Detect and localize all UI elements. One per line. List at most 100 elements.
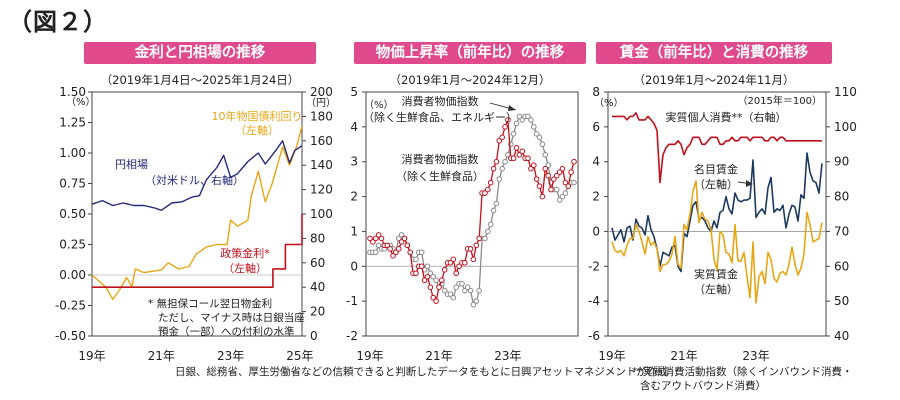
y-left-tick-label: -0.25 xyxy=(55,299,86,313)
series-point xyxy=(536,134,543,141)
y-tick-label: 3 xyxy=(350,155,358,169)
series-point xyxy=(398,239,405,245)
series-point xyxy=(525,113,531,120)
y-unit: （%） xyxy=(364,99,394,111)
series-point xyxy=(499,134,505,141)
series-point xyxy=(571,179,577,186)
series-point xyxy=(372,249,379,256)
series-point xyxy=(519,148,526,155)
series-line-2 xyxy=(611,180,823,304)
series-point xyxy=(536,183,543,189)
y-left-tick-label: 4 xyxy=(592,155,600,169)
y-left-unit: （%） xyxy=(66,96,96,108)
x-tick-label: 19年 xyxy=(598,349,625,363)
series-point xyxy=(367,235,373,242)
annotation-arrowhead xyxy=(508,105,516,111)
series-line-1 xyxy=(611,152,823,273)
y-right-tick-label: 180 xyxy=(310,109,333,123)
y-tick-label: 4 xyxy=(350,120,358,134)
series-point xyxy=(513,144,520,151)
y-left-tick-label: -4 xyxy=(588,294,600,308)
figure-title: （図２） xyxy=(8,8,108,36)
series-point xyxy=(476,287,482,294)
series-point xyxy=(562,179,569,186)
series-line-1 xyxy=(91,140,303,212)
y-right-tick-label: 40 xyxy=(834,329,849,343)
series-label: 実質賃金 xyxy=(694,267,738,281)
series-point xyxy=(571,158,577,165)
series-point xyxy=(436,284,442,291)
chart1-footnote: 預金（一部）への付利の水準 xyxy=(158,325,295,338)
series-point xyxy=(551,176,557,182)
x-tick-label: 21年 xyxy=(670,349,697,363)
series-point xyxy=(539,141,546,148)
series-point xyxy=(464,284,471,291)
series-label: （左軸） xyxy=(694,282,738,296)
series-point xyxy=(545,162,551,168)
y-left-tick-label: 6 xyxy=(592,120,600,134)
chart2-plot-frame xyxy=(365,91,579,337)
series-point xyxy=(470,256,477,263)
series-point xyxy=(568,169,574,175)
series-label: （左軸） xyxy=(694,177,738,191)
chart1-footnote: ただし、マイナス時は日銀当座 xyxy=(158,311,305,324)
annotation-arrowhead xyxy=(746,180,753,187)
chart1-subtitle: （2019年1月4日～2025年1月24日） xyxy=(100,73,300,87)
series-point xyxy=(430,294,437,301)
y-right-tick-label: 60 xyxy=(834,259,849,273)
series-label: 消費者物価指数 xyxy=(402,94,479,108)
series-point xyxy=(496,176,503,182)
series-point xyxy=(447,291,454,297)
series-point xyxy=(530,124,537,130)
series-label: 政策金利* xyxy=(220,246,270,260)
series-line-2 xyxy=(92,214,303,289)
series-point xyxy=(519,117,526,123)
series-point xyxy=(553,172,560,179)
series-point xyxy=(462,260,468,266)
series-point xyxy=(545,172,551,179)
y-left-tick-label: 0.00 xyxy=(59,268,86,282)
chart3-subtitle: （2019年1月～2024年11月） xyxy=(633,73,795,87)
y-right-tick-label: 60 xyxy=(310,256,325,270)
series-point xyxy=(476,235,482,242)
series-label: （対米ドル、右軸） xyxy=(145,173,244,187)
series-point xyxy=(553,186,560,193)
y-right-tick-label: 110 xyxy=(834,85,857,99)
series-label: 名目賃金 xyxy=(694,162,738,176)
y-left-tick-label: 0.25 xyxy=(59,238,86,252)
series-point xyxy=(375,232,382,238)
series-point xyxy=(542,165,549,172)
series-label: 実質個人消費**（右軸） xyxy=(666,110,787,124)
series-point xyxy=(395,235,402,242)
series-point xyxy=(493,200,500,207)
series-point xyxy=(407,249,414,256)
y-right-tick-label: 20 xyxy=(310,305,325,319)
series-point xyxy=(424,273,431,280)
series-point xyxy=(533,131,540,137)
x-tick-label: 21年 xyxy=(148,349,175,363)
series-point xyxy=(447,260,454,266)
series-line-0 xyxy=(612,112,822,184)
base-year-note: （2015年＝100） xyxy=(737,94,822,107)
series-point xyxy=(490,207,497,214)
series-point xyxy=(390,253,396,259)
y-left-tick-label: -2 xyxy=(588,259,600,273)
y-left-tick-label: 0 xyxy=(592,224,600,238)
series-point xyxy=(393,249,399,256)
series-point xyxy=(441,287,448,294)
series-point xyxy=(562,190,569,196)
series-point xyxy=(502,158,508,165)
series-point xyxy=(462,287,468,294)
series-point xyxy=(542,151,549,158)
series-point xyxy=(450,256,457,263)
y-tick-label: -1 xyxy=(346,294,358,308)
x-tick-label: 19年 xyxy=(78,349,105,363)
series-point xyxy=(401,235,408,242)
series-point xyxy=(499,165,505,172)
series-point xyxy=(404,242,411,249)
series-point xyxy=(533,176,540,182)
series-point xyxy=(510,155,517,162)
y-right-tick-label: 80 xyxy=(310,231,325,245)
y-left-tick-label: 1.25 xyxy=(59,116,86,130)
